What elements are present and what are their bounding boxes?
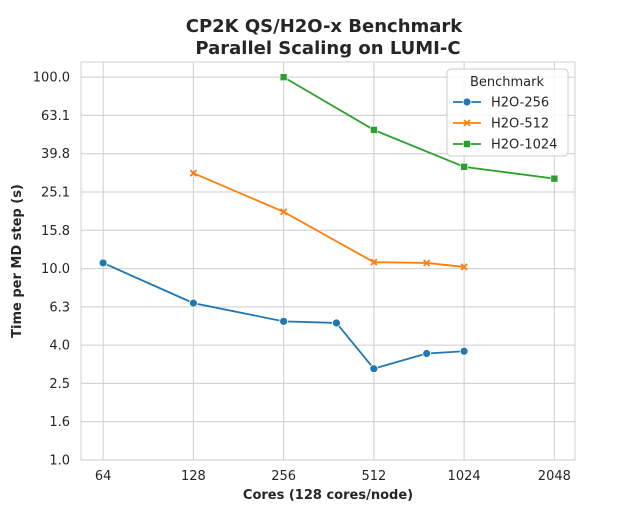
legend-swatch-marker: [462, 97, 472, 107]
x-tick-label: 1024: [448, 469, 481, 484]
y-tick-label: 6.3: [49, 300, 70, 315]
x-marker-stroke: [463, 119, 471, 127]
x-tick-label: 128: [181, 469, 206, 484]
x-tick-label: 256: [271, 469, 296, 484]
legend-swatch-marker: [463, 119, 471, 127]
x-axis-label: Cores (128 cores/node): [243, 488, 413, 503]
x-marker-stroke: [460, 263, 468, 271]
legend-frame: [446, 68, 569, 157]
legend-swatch-marker: [463, 140, 471, 148]
series-h2o-512: [189, 169, 468, 271]
series-h2o-1024: [279, 73, 559, 183]
y-tick-label: 15.8: [41, 224, 70, 239]
legend-item-h2o-256: H2O-256: [453, 96, 549, 111]
chart-title-line-1: CP2K QS/H2O-x Benchmark: [186, 16, 464, 37]
legend-label: H2O-1024: [491, 138, 557, 153]
x-marker-stroke: [189, 169, 198, 177]
legend: Benchmark H2O-256 H2O-512 H2O-1024: [446, 68, 569, 157]
legend-item-h2o-1024: H2O-1024: [453, 138, 557, 153]
series-line-h2o-1024: [283, 76, 555, 180]
chart-title-line-2: Parallel Scaling on LUMI-C: [195, 38, 460, 59]
y-tick-label: 2.5: [49, 377, 70, 392]
data-point-h2o-1024: [460, 163, 468, 171]
y-tick-label: 39.8: [41, 147, 70, 162]
data-point-h2o-1024: [370, 126, 378, 134]
x-marker-stroke: [370, 258, 378, 266]
legend-title: Benchmark: [470, 75, 545, 90]
data-point-h2o-256: [459, 346, 469, 356]
x-marker-stroke: [279, 208, 288, 216]
data-point-h2o-1024: [550, 174, 559, 183]
x-tick-label: 2048: [538, 469, 571, 484]
data-point-h2o-256: [188, 298, 198, 308]
legend-item-h2o-512: H2O-512: [453, 117, 549, 132]
y-tick-label: 63.1: [41, 109, 70, 124]
data-point-h2o-256: [422, 349, 432, 358]
x-tick-label: 64: [95, 469, 112, 484]
x-axis-ticks: 64 128 256 512 1024 2048: [95, 469, 571, 484]
data-point-h2o-256: [332, 318, 341, 328]
y-tick-label: 100.0: [33, 71, 70, 86]
series-h2o-256: [98, 258, 469, 374]
data-point-h2o-512: [370, 258, 378, 266]
data-point-h2o-1024: [279, 73, 288, 81]
y-axis-label: Time per MD step (s): [10, 184, 25, 338]
data-point-h2o-256: [98, 258, 108, 268]
data-point-h2o-512: [460, 263, 468, 271]
data-point-h2o-256: [279, 316, 289, 326]
legend-items: H2O-256 H2O-512 H2O-1024: [453, 96, 557, 153]
x-marker-stroke: [423, 259, 431, 267]
legend-label: H2O-256: [491, 96, 549, 111]
y-tick-label: 25.1: [41, 186, 70, 201]
y-axis-ticks: 1.0 1.6 2.5 4.0 6.3 10.0 15.8 25.1 39.8 63.1 100.0: [33, 71, 70, 469]
y-tick-label: 1.6: [49, 415, 70, 430]
data-point-h2o-256: [369, 364, 379, 374]
data-point-h2o-512: [423, 259, 431, 267]
y-tick-label: 4.0: [49, 339, 70, 354]
data-point-h2o-512: [189, 169, 198, 177]
x-tick-label: 512: [361, 469, 386, 484]
legend-label: H2O-512: [491, 117, 549, 132]
series-group: [98, 73, 559, 374]
y-tick-label: 1.0: [49, 454, 70, 469]
y-tick-label: 10.0: [41, 262, 70, 277]
data-point-h2o-512: [279, 208, 288, 216]
